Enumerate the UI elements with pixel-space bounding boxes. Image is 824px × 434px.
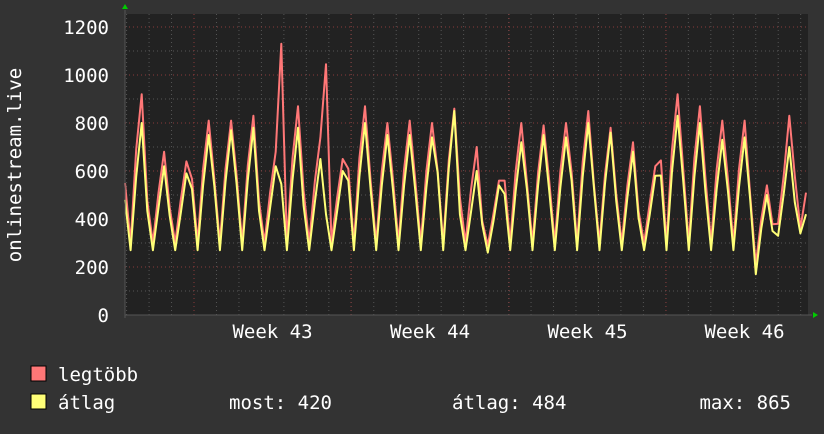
y-tick-label: 400 xyxy=(75,209,109,231)
y-tick-label: 1200 xyxy=(63,17,109,39)
series-lines xyxy=(124,42,807,276)
legend-label-atlag: átlag xyxy=(58,392,115,414)
legend-label-legtobb: legtöbb xyxy=(58,364,138,386)
x-axis-arrow-icon xyxy=(813,312,818,318)
y-tick-label: 600 xyxy=(75,161,109,183)
stat-current: most: 420 xyxy=(229,392,332,414)
x-axis-ticks: Week 43 Week 44 Week 45 Week 46 xyxy=(232,321,784,343)
legend-swatch-atlag xyxy=(30,393,47,410)
x-tick-label: Week 46 xyxy=(704,321,784,343)
y-tick-label: 0 xyxy=(98,305,109,327)
legend-swatch-legtobb xyxy=(30,365,47,382)
x-tick-label: Week 43 xyxy=(232,321,312,343)
y-tick-label: 1000 xyxy=(63,65,109,87)
y-axis-arrow-icon xyxy=(122,4,128,9)
x-tick-label: Week 44 xyxy=(390,321,470,343)
axes xyxy=(122,4,818,318)
y-axis-label: onlinestream.live xyxy=(4,68,26,262)
series-line-atlag xyxy=(124,110,807,276)
stat-average: átlag: 484 xyxy=(452,392,566,414)
x-tick-label: Week 45 xyxy=(547,321,627,343)
y-tick-label: 200 xyxy=(75,257,109,279)
stat-max: max: 865 xyxy=(699,392,791,414)
y-tick-label: 800 xyxy=(75,113,109,135)
legend: legtöbb átlag most: 420 átlag: 484 max: … xyxy=(30,364,791,414)
y-axis-ticks: 0 200 400 600 800 1000 1200 xyxy=(63,17,109,327)
